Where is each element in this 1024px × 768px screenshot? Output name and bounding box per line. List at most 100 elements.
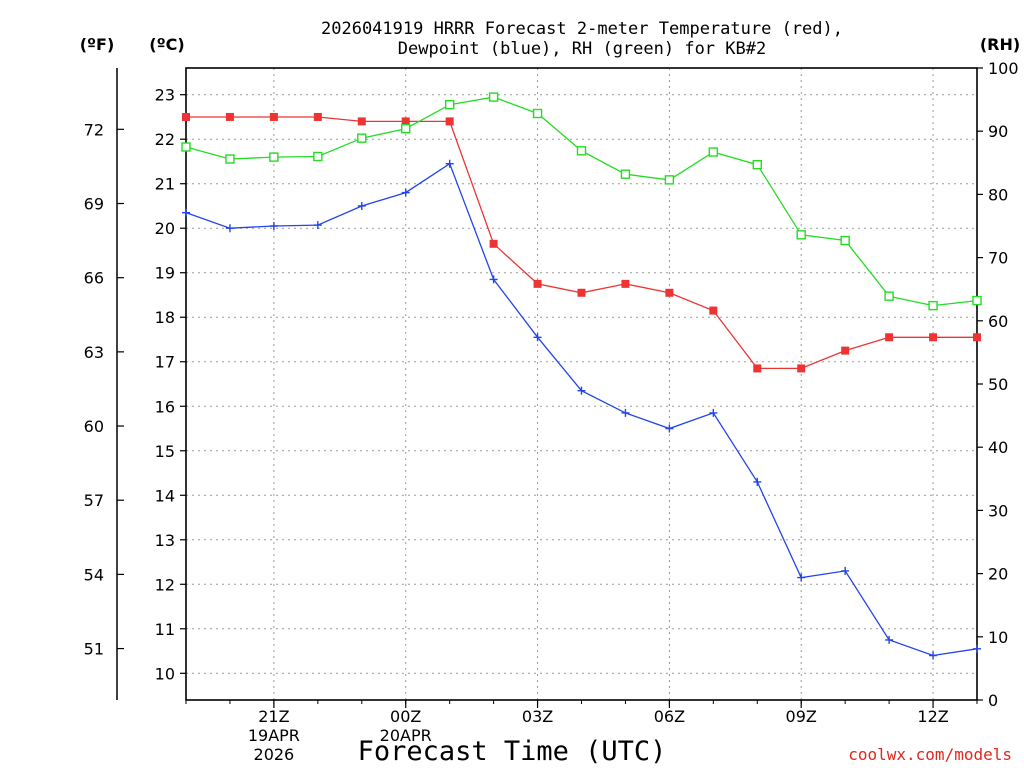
rh-line: [185, 96, 978, 307]
x-axis-label: Forecast Time (UTC): [358, 736, 667, 767]
rh-point: [357, 133, 367, 143]
temperature-point: [401, 117, 410, 126]
fahrenheit-tick-label: 57: [84, 491, 104, 510]
fahrenheit-unit-label: (ºF): [80, 35, 115, 54]
rh-point: [840, 235, 850, 246]
celsius-tick-label: 23: [155, 86, 175, 105]
plot-frame: [185, 67, 978, 701]
rh-point: [444, 99, 455, 110]
dewpoint-point: [753, 477, 762, 486]
rh-tick-label: 60: [988, 312, 1008, 331]
temperature-point: [665, 288, 674, 297]
dewpoint-point: [489, 275, 498, 284]
celsius-tick-label: 11: [155, 620, 175, 639]
temperature-point: [313, 112, 322, 121]
rh-tick-label: 20: [988, 565, 1008, 584]
x-tick-label: 00Z: [390, 707, 421, 726]
x-tick-label: 03Z: [522, 707, 553, 726]
credit-link[interactable]: coolwx.com/models: [848, 745, 1012, 764]
temperature-point: [841, 346, 850, 355]
temperature-point: [885, 333, 894, 342]
dewpoint-point: [357, 201, 366, 210]
dewpoint-point: [401, 188, 410, 197]
fahrenheit-tick-label: 72: [84, 120, 104, 139]
celsius-tick-label: 21: [155, 175, 175, 194]
celsius-tick-label: 22: [155, 130, 175, 149]
rh-point: [884, 291, 894, 301]
rh-tick-label: 10: [988, 628, 1008, 647]
celsius-tick-label: 17: [155, 353, 175, 372]
celsius-tick-label: 19: [155, 264, 175, 283]
celsius-unit-label: (ºC): [149, 35, 184, 54]
fahrenheit-tick-label: 51: [84, 640, 104, 659]
temperature-point: [489, 239, 498, 248]
temperature-point: [621, 279, 630, 288]
rh-point: [488, 92, 499, 102]
dewpoint-point: [665, 424, 674, 433]
celsius-tick-label: 20: [155, 219, 175, 238]
x-tick-date: 19APR: [248, 726, 300, 745]
rh-point: [532, 108, 543, 119]
series-layer: [181, 92, 982, 660]
rh-tick-label: 100: [988, 59, 1019, 78]
temperature-point: [182, 112, 190, 121]
dewpoint-point: [621, 408, 630, 417]
rh-point: [708, 147, 719, 157]
dewpoint-point: [841, 566, 850, 575]
celsius-tick-label: 18: [155, 308, 175, 327]
temperature-point: [357, 117, 366, 126]
dewpoint-point: [533, 333, 542, 342]
dewpoint-point: [445, 159, 454, 168]
x-tick-label: 12Z: [917, 707, 948, 726]
x-tick-label: 21Z: [258, 707, 289, 726]
rh-tick-label: 0: [988, 691, 998, 710]
celsius-tick-label: 14: [155, 486, 175, 505]
rh-point: [796, 230, 806, 240]
rh-tick-label: 40: [988, 438, 1008, 457]
celsius-tick-label: 12: [155, 575, 175, 594]
rh-point: [664, 175, 675, 185]
rh-point: [752, 159, 762, 170]
dewpoint-line: [185, 162, 978, 657]
rh-unit-label: (RH): [980, 35, 1020, 54]
rh-point: [928, 300, 938, 311]
rh-point: [620, 169, 631, 179]
dewpoint-point: [182, 208, 190, 217]
dewpoint-point: [797, 573, 806, 582]
rh-tick-label: 80: [988, 185, 1008, 204]
rh-point: [576, 146, 587, 156]
celsius-tick-label: 16: [155, 397, 175, 416]
temperature-point: [973, 333, 981, 342]
fahrenheit-tick-label: 54: [84, 565, 104, 584]
dewpoint-point: [313, 221, 322, 230]
dewpoint-point: [973, 644, 981, 653]
rh-point: [225, 154, 235, 164]
chart-title-line-1: 2026041919 HRRR Forecast 2-meter Tempera…: [321, 19, 843, 39]
rh-tick-label: 50: [988, 375, 1008, 394]
temperature-point: [269, 112, 278, 121]
dewpoint-point: [709, 408, 718, 417]
temperature-point: [709, 306, 718, 315]
temperature-point: [753, 364, 762, 373]
grid-layer: [186, 68, 977, 700]
celsius-tick-label: 13: [155, 531, 175, 550]
fahrenheit-tick-label: 60: [84, 417, 104, 436]
rh-tick-label: 90: [988, 122, 1008, 141]
x-tick-date: 20APR: [380, 726, 432, 745]
fahrenheit-tick-label: 69: [84, 194, 104, 213]
fahrenheit-tick-label: 66: [84, 269, 104, 288]
temperature-point: [577, 288, 586, 297]
temperature-point: [445, 117, 454, 126]
rh-tick-label: 70: [988, 249, 1008, 268]
celsius-tick-label: 10: [155, 664, 175, 683]
x-tick-year: 2026: [254, 745, 295, 764]
rh-point: [972, 295, 982, 306]
dewpoint-point: [885, 635, 894, 644]
rh-point: [401, 123, 411, 134]
temperature-point: [797, 364, 806, 373]
rh-point: [269, 152, 279, 162]
rh-point: [181, 142, 191, 152]
dewpoint-point: [577, 386, 586, 395]
celsius-tick-label: 15: [155, 442, 175, 461]
